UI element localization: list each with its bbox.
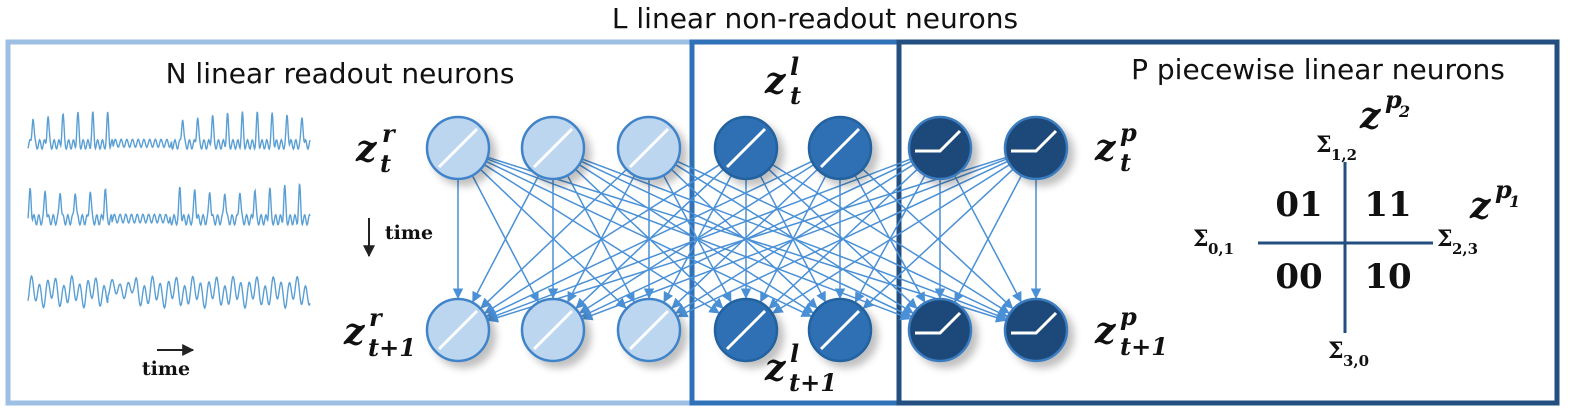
edge-6-5: [954, 175, 1023, 303]
neuron-t-piecewise-7: [1003, 115, 1069, 181]
edge-2-1: [567, 175, 636, 303]
neurons: [425, 115, 1069, 363]
svg-text:0,1: 0,1: [1208, 240, 1234, 258]
neuron-t1-linear-4: [713, 297, 779, 363]
label-z-p-t: z p t: [1094, 118, 1137, 177]
label-z-r-t: z r t: [355, 119, 397, 178]
edge-3-0: [484, 163, 721, 314]
region-10: 10: [1364, 257, 1411, 297]
axis-label-z-p2: z p 2: [1359, 85, 1410, 137]
neuron-t1-piecewise-7: [1003, 297, 1069, 363]
svg-text:t: t: [790, 81, 801, 110]
svg-text:p: p: [1120, 302, 1137, 331]
quadrant-diagram: 01 11 00 10 z p 2 z p 1 Σ 1,2 Σ 0,1 Σ 2,…: [1193, 85, 1520, 370]
edge-6-2: [677, 160, 1009, 318]
edge-5-0: [486, 158, 912, 321]
svg-text:r: r: [369, 303, 384, 332]
time-label-horizontal: time: [142, 358, 190, 380]
edge-4-0: [485, 160, 813, 317]
edge-4-1: [579, 163, 815, 314]
svg-text:z: z: [764, 347, 787, 389]
neuron-t-readout-2: [520, 115, 586, 181]
neuron-t-readout-3: [616, 115, 682, 181]
svg-text:p: p: [1385, 85, 1402, 114]
trace-3: [27, 274, 311, 310]
region-11: 11: [1364, 185, 1411, 225]
connection-edges: [452, 156, 1042, 323]
svg-text:Σ: Σ: [1328, 338, 1344, 364]
svg-text:2: 2: [1398, 102, 1410, 121]
boundary-sigma-2-3: Σ 2,3: [1437, 226, 1478, 258]
neuron-t1-readout-1: [425, 297, 491, 363]
svg-text:z: z: [355, 128, 378, 170]
svg-text:t: t: [380, 149, 391, 178]
svg-text:p: p: [1495, 175, 1512, 204]
svg-text:2,3: 2,3: [1452, 240, 1478, 258]
neuron-t1-piecewise-6: [907, 297, 973, 363]
svg-text:t: t: [1120, 148, 1131, 177]
edge-6-0: [487, 156, 1007, 323]
region-01: 01: [1275, 185, 1322, 225]
edge-6-3: [772, 163, 1011, 314]
svg-text:Σ: Σ: [1316, 132, 1332, 158]
neuron-t1-readout-3: [616, 297, 682, 363]
svg-text:z: z: [343, 311, 366, 353]
neuron-t1-linear-5: [807, 297, 873, 363]
svg-text:z: z: [1094, 310, 1117, 352]
svg-text:1,2: 1,2: [1331, 146, 1357, 164]
edge-5-4: [854, 174, 926, 303]
label-z-l-t: z l t: [764, 52, 801, 110]
boundary-sigma-1-2: Σ 1,2: [1316, 132, 1357, 164]
trace-2: [27, 182, 311, 227]
trace-1: [27, 111, 311, 151]
svg-text:Σ: Σ: [1193, 226, 1209, 252]
svg-text:t+1: t+1: [1120, 332, 1168, 361]
svg-text:l: l: [790, 339, 799, 368]
svg-text:z: z: [764, 60, 787, 102]
time-label-vertical: time: [385, 222, 433, 244]
neuron-t-piecewise-6: [907, 115, 973, 181]
boundary-sigma-0-1: Σ 0,1: [1193, 226, 1234, 258]
neuron-t1-readout-2: [520, 297, 586, 363]
svg-text:p: p: [1120, 118, 1137, 147]
label-z-r-t1: z r t+1: [343, 303, 416, 362]
neuron-t-readout-1: [425, 115, 491, 181]
svg-text:t+1: t+1: [368, 333, 416, 362]
svg-text:z: z: [1094, 127, 1117, 169]
label-z-p-t1: z p t+1: [1094, 302, 1168, 361]
edge-6-4: [862, 168, 1014, 309]
readout-title: N linear readout neurons: [166, 57, 515, 90]
neuron-t-linear-5: [807, 115, 873, 181]
edge-1-0: [472, 175, 540, 303]
region-00: 00: [1275, 257, 1322, 297]
svg-text:l: l: [790, 52, 799, 81]
svg-text:t+1: t+1: [789, 368, 837, 397]
svg-text:3,0: 3,0: [1343, 352, 1369, 370]
piecewise-frame: [896, 39, 1560, 406]
svg-text:z: z: [1469, 185, 1492, 227]
axis-label-z-p1: z p 1: [1469, 175, 1520, 227]
piecewise-title: P piecewise linear neurons: [1131, 53, 1505, 86]
edge-6-1: [581, 158, 1008, 321]
edge-4-2: [671, 168, 819, 309]
svg-text:z: z: [1359, 95, 1382, 137]
edge-2-0: [480, 168, 628, 309]
top-title: L linear non-readout neurons: [612, 2, 1018, 35]
svg-text:1: 1: [1509, 192, 1520, 211]
boundary-sigma-3-0: Σ 3,0: [1328, 338, 1369, 370]
time-series-traces: [27, 111, 311, 310]
svg-text:r: r: [382, 119, 397, 148]
edge-4-3: [760, 175, 827, 303]
neuron-t-linear-4: [713, 115, 779, 181]
label-z-l-t1: z l t+1: [764, 339, 837, 397]
svg-text:Σ: Σ: [1437, 226, 1453, 252]
